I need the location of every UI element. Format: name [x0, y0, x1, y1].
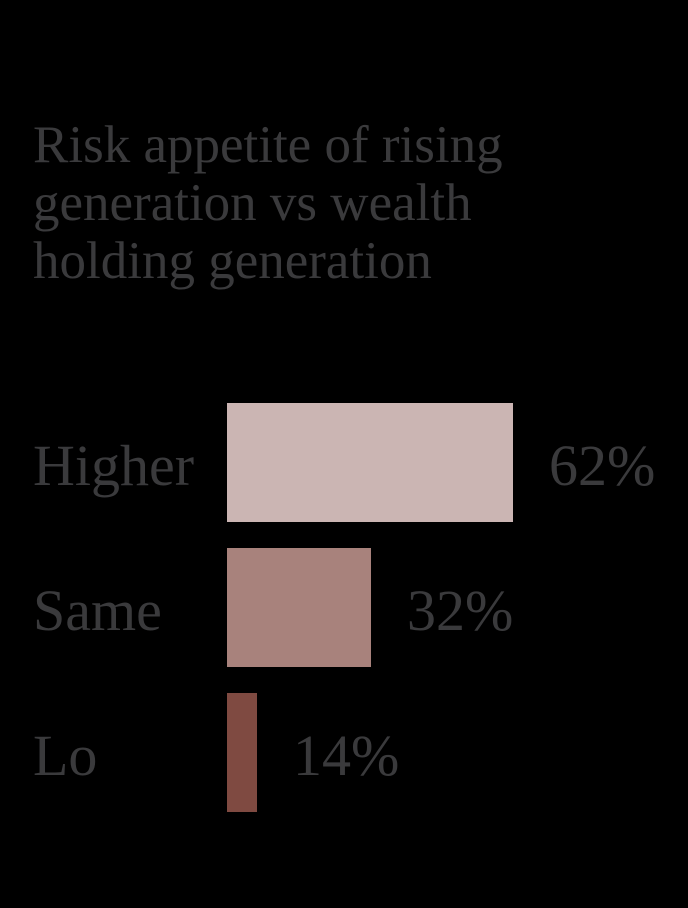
value-cell: 14%	[293, 693, 399, 812]
value-cell: 62%	[549, 403, 655, 522]
value-label-lo: 14%	[293, 723, 400, 788]
bar-row-higher: Higher 62%	[0, 403, 688, 522]
category-label-higher: Higher	[33, 433, 195, 498]
chart-title: Risk appetite of rising generation vs we…	[33, 116, 503, 290]
chart-title-line-2: generation vs wealth	[33, 174, 472, 232]
bar-row-same: Same 32%	[0, 548, 688, 667]
bar-same	[227, 548, 371, 667]
category-cell: Higher	[0, 403, 227, 522]
category-label-lo: Lo	[33, 723, 98, 788]
category-cell: Lo	[0, 693, 227, 812]
bar-row-lo: Lo 14%	[0, 693, 688, 812]
chart-title-line-3: holding generation	[33, 232, 432, 290]
value-cell: 32%	[407, 548, 513, 667]
value-label-same: 32%	[407, 578, 514, 643]
chart-title-line-1: Risk appetite of rising	[33, 116, 503, 174]
bar-lo	[227, 693, 257, 812]
bar-chart: Higher 62% Same 32% Lo 14%	[0, 403, 688, 838]
category-label-same: Same	[33, 578, 162, 643]
category-cell: Same	[0, 548, 227, 667]
bar-higher	[227, 403, 513, 522]
value-label-higher: 62%	[549, 433, 656, 498]
